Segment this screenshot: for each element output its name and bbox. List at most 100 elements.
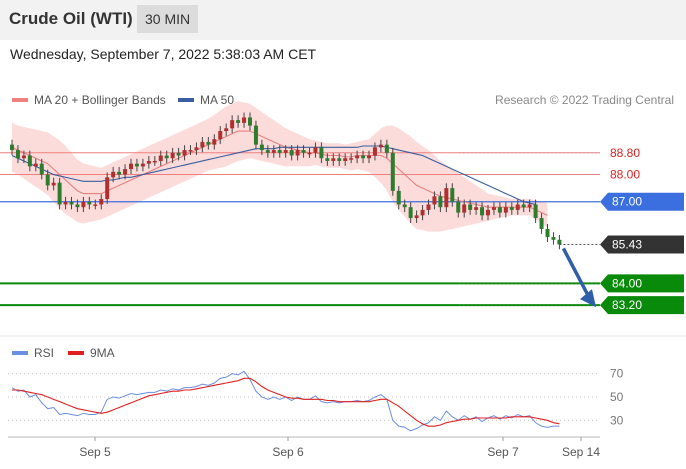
candle-body: [248, 117, 252, 126]
candle-body: [396, 190, 401, 205]
legend-rsi-ma-label: 9MA: [90, 346, 115, 360]
rsi-tick-label: 30: [610, 413, 624, 427]
candle-body: [188, 150, 193, 152]
support-tag: [600, 296, 684, 315]
candle-body: [301, 150, 306, 153]
candle-body: [170, 152, 175, 159]
candle-body: [176, 152, 181, 156]
bollinger-band: [12, 101, 548, 232]
ma50-swatch: [178, 98, 194, 102]
candle-body: [402, 204, 407, 208]
candle-body: [533, 204, 538, 219]
candle-body: [509, 207, 514, 210]
candle-body: [230, 120, 235, 129]
candle-body: [206, 141, 211, 145]
candle-body: [355, 155, 360, 159]
ma20-swatch: [12, 98, 28, 102]
candle-body: [384, 144, 389, 153]
candle-body: [51, 182, 56, 186]
candle-body: [39, 163, 44, 175]
candle-body: [75, 204, 80, 208]
last-price-tag: [600, 235, 684, 254]
pivot-label: 87.00: [612, 195, 642, 209]
candle-body: [420, 209, 425, 216]
support-label: 83.20: [612, 298, 642, 312]
candle-body: [87, 201, 92, 205]
candle-body: [140, 163, 145, 167]
candle-body: [474, 207, 479, 210]
last-price-label: 85.43: [612, 237, 642, 251]
candle-body: [134, 163, 139, 167]
candle-body: [462, 204, 467, 213]
candle-body: [99, 199, 104, 205]
candle-body: [265, 150, 270, 153]
legend-ma50-label: MA 50: [200, 93, 235, 107]
candle-body: [551, 237, 556, 240]
legend-rsi-label: RSI: [34, 346, 55, 360]
candle-body: [486, 209, 490, 216]
x-tick-label: Sep 6: [272, 445, 304, 459]
legend-ma50: MA 50: [178, 93, 234, 107]
candle-body: [313, 147, 318, 153]
candle-body: [218, 131, 223, 140]
rsi-tick-label: 70: [610, 367, 624, 381]
candle-body: [129, 163, 133, 170]
resistance-label: 88.80: [610, 146, 640, 160]
header-bar: Crude Oil (WTI) 30 MIN: [0, 0, 686, 40]
candle-body: [81, 201, 86, 208]
candle-body: [123, 169, 128, 175]
pivot-tag: [600, 192, 684, 211]
candle-body: [450, 188, 455, 202]
candle-body: [236, 120, 241, 123]
timeframe-badge[interactable]: 30 MIN: [137, 5, 199, 33]
report-datetime: Wednesday, September 7, 2022 5:38:03 AM …: [10, 46, 317, 62]
candle-body: [45, 174, 50, 186]
candle-body: [468, 204, 473, 210]
candle-body: [10, 144, 14, 151]
candle-body: [456, 201, 461, 213]
candle-body: [408, 207, 413, 219]
candle-body: [331, 158, 336, 161]
x-tick-label: Sep 7: [487, 445, 519, 459]
candle-body: [289, 150, 294, 156]
rsi-swatch: [12, 351, 28, 355]
candle-body: [438, 196, 443, 208]
candle-body: [557, 239, 562, 245]
instrument-title: Crude Oil (WTI): [9, 9, 133, 28]
candle-body: [164, 155, 169, 159]
candle-body: [295, 150, 300, 156]
support-label: 84.00: [612, 276, 642, 290]
candle-body: [200, 141, 205, 148]
candle-body: [515, 204, 520, 210]
candle-body: [545, 228, 550, 238]
candle-body: [194, 147, 199, 151]
legend-ma20: MA 20 + Bollinger Bands: [12, 93, 166, 107]
candle-body: [349, 158, 354, 160]
candle-body: [21, 155, 26, 159]
candle-body: [307, 152, 312, 155]
candle-body: [117, 171, 122, 175]
candle-body: [521, 204, 526, 208]
candle-body: [182, 150, 187, 156]
candle-body: [444, 188, 449, 208]
candle-body: [390, 152, 395, 191]
candle-body: [432, 196, 437, 205]
candle-body: [224, 128, 229, 132]
candle-body: [63, 201, 68, 205]
candle-body: [426, 204, 431, 210]
candle-body: [491, 207, 496, 210]
candle-body: [378, 144, 383, 148]
candle-body: [325, 158, 330, 161]
candle-body: [212, 139, 217, 145]
rsi-ma-line: [12, 377, 560, 427]
candle-body: [337, 158, 342, 161]
candle-body: [105, 177, 110, 200]
candle-body: [93, 204, 98, 206]
legend-ma20-label: MA 20 + Bollinger Bands: [34, 93, 166, 107]
candle-body: [319, 147, 324, 159]
candle-body: [527, 204, 532, 208]
candle-body: [259, 144, 264, 151]
candle-body: [15, 150, 20, 159]
candle-body: [480, 207, 485, 216]
